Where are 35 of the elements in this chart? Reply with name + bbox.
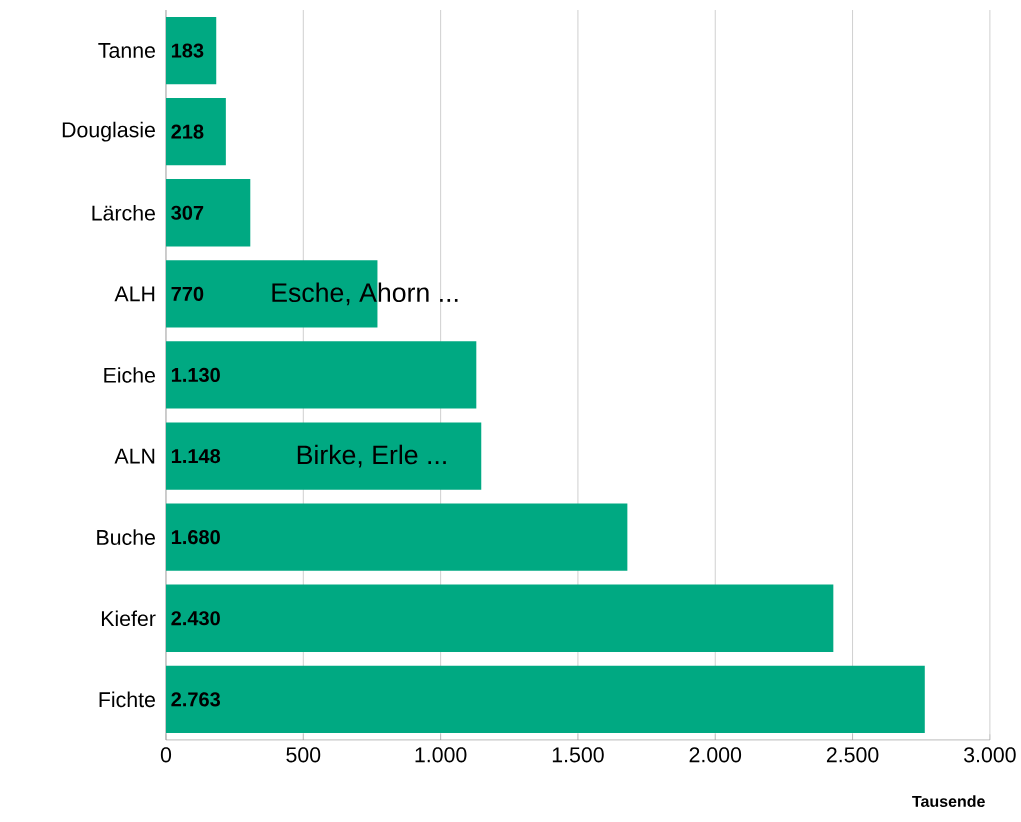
y-tick-label: ALN [114,448,155,464]
data-label: 2.763 [171,692,220,707]
bar [165,665,925,734]
bar [165,422,482,490]
x-tick-label: 1.000 [415,747,467,763]
y-tick-label: Kiefer [101,610,156,627]
bar [165,584,834,652]
x-axis-title: Tausende [912,795,985,808]
data-label: 307 [171,205,204,220]
y-tick-label: Fichte [99,691,155,708]
data-label: 218 [171,124,204,139]
y-tick-label: Douglasie [62,121,155,142]
bar [165,98,226,166]
x-tick-label: 0 [160,747,172,763]
x-tick-label: 2.500 [826,747,879,763]
x-tick-label: 500 [286,747,321,763]
annotation: Birke, Erle ... [297,444,446,468]
y-tick-label: Lärche [92,204,155,221]
y-tick-label: Tanne [98,43,155,59]
y-tick-label: ALH [114,286,155,302]
x-tick-label: 2.000 [689,747,742,763]
data-label: 1.148 [171,449,221,464]
data-label: 183 [171,43,204,58]
data-label: 1.680 [171,530,220,545]
bar [165,179,251,247]
data-label: 2.430 [171,611,220,626]
bar [165,341,477,409]
bar [165,16,217,85]
x-tick-label: 3.000 [964,747,1016,763]
data-label: 770 [171,286,204,301]
x-tick-label: 1.500 [552,747,604,763]
y-tick-label: Eiche [104,367,155,383]
bar [165,503,628,571]
y-tick-label: Buche [97,529,155,546]
data-label: 1.130 [171,367,220,383]
